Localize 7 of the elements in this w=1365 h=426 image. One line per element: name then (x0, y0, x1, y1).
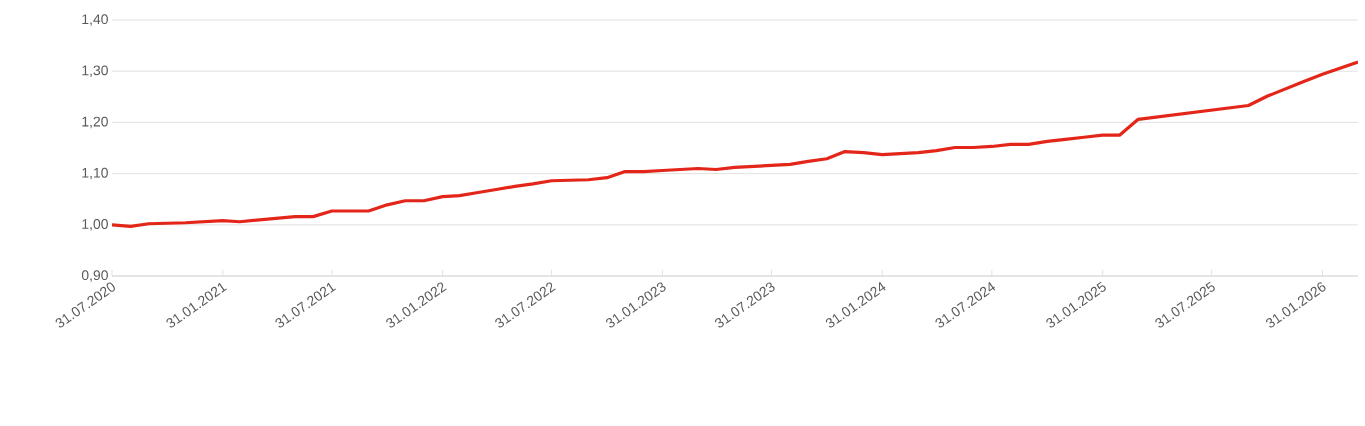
y-tick-label: 1,10 (82, 167, 108, 180)
y-tick-label: 1,20 (82, 116, 108, 129)
line-series (112, 60, 1359, 228)
y-tick-label: 1,00 (82, 219, 108, 231)
y-tick-label: 0,90 (81, 270, 108, 282)
y-tick-label: 1,40 (82, 14, 108, 26)
y-tick-label: 1,30 (82, 65, 108, 77)
